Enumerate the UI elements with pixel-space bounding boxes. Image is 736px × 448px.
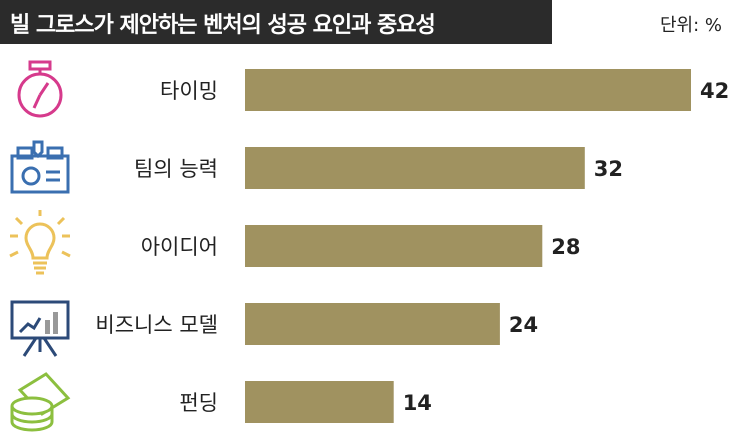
presentation-board-icon (10, 300, 70, 357)
bar-chart: 타이밍 42 팀의 능력 32 아이디어 28 비즈니스 모델 24 펀딩 14 (9, 60, 729, 432)
bar (245, 69, 691, 111)
bar (245, 147, 585, 189)
bar (245, 303, 500, 345)
value-label: 28 (551, 235, 580, 259)
id-card-icon (10, 140, 70, 194)
category-label: 팀의 능력 (134, 157, 218, 181)
value-label: 14 (403, 391, 432, 415)
value-label: 24 (509, 313, 538, 337)
category-label: 비즈니스 모델 (95, 313, 218, 337)
title-bar: 빌 그로스가 제안하는 벤처의 성공 요인과 중요성 (0, 0, 552, 44)
bar (245, 381, 394, 423)
header: 빌 그로스가 제안하는 벤처의 성공 요인과 중요성 단위: % (0, 0, 736, 44)
stopwatch-icon (17, 60, 63, 118)
category-label: 타이밍 (160, 79, 218, 103)
value-label: 32 (594, 157, 623, 181)
bar (245, 225, 543, 267)
value-label: 42 (700, 79, 729, 103)
lightbulb-icon (9, 210, 71, 275)
chart-title: 빌 그로스가 제안하는 벤처의 성공 요인과 중요성 (10, 13, 436, 38)
category-label: 펀딩 (179, 391, 218, 415)
unit-label: 단위: % (659, 15, 722, 36)
category-label: 아이디어 (141, 235, 218, 259)
money-stack-icon (10, 372, 71, 432)
